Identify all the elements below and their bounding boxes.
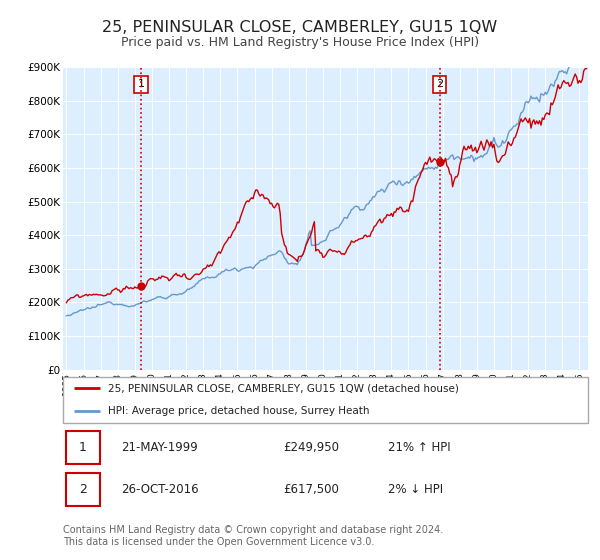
Text: 2: 2 (79, 483, 86, 496)
Text: £249,950: £249,950 (284, 441, 340, 454)
Text: £617,500: £617,500 (284, 483, 340, 496)
Text: 25, PENINSULAR CLOSE, CAMBERLEY, GU15 1QW: 25, PENINSULAR CLOSE, CAMBERLEY, GU15 1Q… (103, 20, 497, 35)
Text: HPI: Average price, detached house, Surrey Heath: HPI: Average price, detached house, Surr… (107, 407, 369, 416)
FancyBboxPatch shape (65, 473, 100, 506)
Text: 21-MAY-1999: 21-MAY-1999 (121, 441, 197, 454)
Text: 26-OCT-2016: 26-OCT-2016 (121, 483, 199, 496)
Text: 2: 2 (436, 80, 443, 89)
Text: Contains HM Land Registry data © Crown copyright and database right 2024.
This d: Contains HM Land Registry data © Crown c… (63, 525, 443, 547)
FancyBboxPatch shape (63, 377, 588, 423)
Text: 1: 1 (79, 441, 86, 454)
FancyBboxPatch shape (65, 431, 100, 464)
Text: 21% ↑ HPI: 21% ↑ HPI (389, 441, 451, 454)
Text: Price paid vs. HM Land Registry's House Price Index (HPI): Price paid vs. HM Land Registry's House … (121, 36, 479, 49)
Text: 1: 1 (138, 80, 145, 89)
Text: 2% ↓ HPI: 2% ↓ HPI (389, 483, 443, 496)
Text: 25, PENINSULAR CLOSE, CAMBERLEY, GU15 1QW (detached house): 25, PENINSULAR CLOSE, CAMBERLEY, GU15 1Q… (107, 384, 458, 393)
